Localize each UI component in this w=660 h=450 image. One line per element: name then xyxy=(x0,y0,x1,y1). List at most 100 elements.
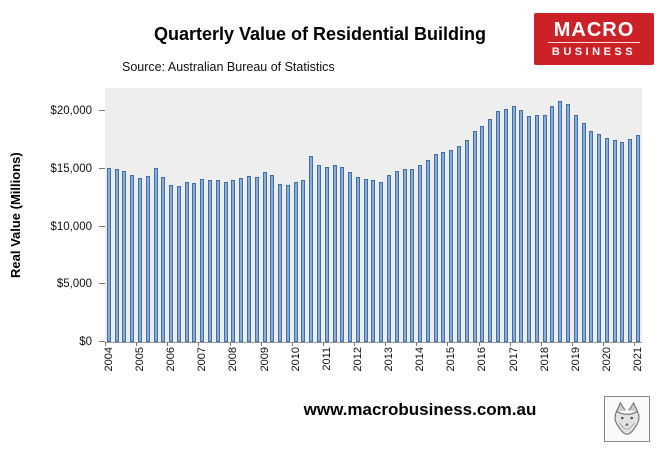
bar-slot xyxy=(152,88,160,342)
bar-slot xyxy=(611,88,619,342)
bar-slot xyxy=(198,88,206,342)
bar-slot xyxy=(175,88,183,342)
bar xyxy=(604,137,609,342)
bar-slot xyxy=(471,88,479,342)
x-tick-mark xyxy=(603,342,605,346)
bar xyxy=(278,183,283,342)
bar-slot xyxy=(455,88,463,342)
bar-slot xyxy=(230,88,238,342)
bar xyxy=(285,184,290,342)
x-tick-label: 2021 xyxy=(632,347,645,372)
bar xyxy=(355,176,360,342)
bar xyxy=(418,165,423,342)
y-tick-label: $15,000 xyxy=(50,162,92,175)
bar xyxy=(527,115,532,342)
x-tick-label: 2015 xyxy=(445,347,458,372)
bar xyxy=(550,106,555,342)
x-tick-mark xyxy=(291,342,293,346)
bar xyxy=(441,151,446,342)
bar-slot xyxy=(556,88,564,342)
x-tick-mark xyxy=(260,342,262,346)
bar xyxy=(340,166,345,342)
x-tick-label: 2004 xyxy=(102,347,115,372)
x-tick-label: 2020 xyxy=(600,347,613,372)
bar xyxy=(169,184,174,342)
x-tick-label: 2014 xyxy=(414,347,427,372)
bar xyxy=(293,181,298,342)
bar-slot xyxy=(144,88,152,342)
x-tick-mark xyxy=(540,342,542,346)
footer-website: www.macrobusiness.com.au xyxy=(303,400,537,419)
x-tick-mark xyxy=(509,342,511,346)
bar-slot xyxy=(377,88,385,342)
x-tick-label: 2011 xyxy=(320,347,333,371)
bar-slot xyxy=(572,88,580,342)
bar-slot xyxy=(128,88,136,342)
bar xyxy=(457,145,462,342)
bar xyxy=(425,159,430,342)
bar xyxy=(472,130,477,342)
bar xyxy=(130,174,135,342)
wolf-logo xyxy=(604,396,650,442)
bar-slot xyxy=(502,88,510,342)
bar xyxy=(161,176,166,342)
x-tick-mark xyxy=(136,342,138,346)
bar xyxy=(122,171,127,342)
x-tick-label: 2010 xyxy=(289,347,302,372)
bar-slot xyxy=(136,88,144,342)
bar xyxy=(433,153,438,342)
x-tick-mark xyxy=(634,342,636,346)
bar xyxy=(254,176,259,342)
chart-title: Quarterly Value of Residential Building xyxy=(153,24,487,44)
bar-slot xyxy=(261,88,269,342)
x-tick-label: 2007 xyxy=(196,347,209,372)
bar-slot xyxy=(276,88,284,342)
x-tick-label: 2017 xyxy=(507,347,520,372)
bar-slot xyxy=(237,88,245,342)
bar-slot xyxy=(300,88,308,342)
x-tick-mark xyxy=(229,342,231,346)
x-tick-mark xyxy=(478,342,480,346)
bar xyxy=(495,111,500,342)
x-tick-mark xyxy=(416,342,418,346)
bar xyxy=(519,109,524,342)
bar xyxy=(316,165,321,342)
x-labels: 2004 2005 2006 2007 2008 2009 2010 2011 2012 2013… xyxy=(102,342,645,385)
bar xyxy=(565,104,570,342)
bar-slot xyxy=(292,88,300,342)
bar xyxy=(581,122,586,342)
y-tick-mark xyxy=(99,225,105,227)
wolf-logo-icon xyxy=(614,401,640,435)
bar xyxy=(503,108,508,342)
bar-slot xyxy=(393,88,401,342)
y-tick-mark xyxy=(99,167,105,169)
bar-slot xyxy=(331,88,339,342)
bar-slot xyxy=(253,88,261,342)
bar-slot xyxy=(401,88,409,342)
bar xyxy=(324,166,329,342)
y-tick-label: $0 xyxy=(79,336,92,348)
bar-slot xyxy=(549,88,557,342)
bar xyxy=(449,150,454,342)
bar-slot xyxy=(424,88,432,342)
bar xyxy=(106,167,111,342)
bar-slot xyxy=(510,88,518,342)
y-tick-label: $20,000 xyxy=(50,105,92,118)
y-ticks: $0 $5,000 $10,000 $15,000 $20,000 xyxy=(36,88,105,348)
bar xyxy=(589,130,594,342)
x-tick-label: 2008 xyxy=(227,347,240,372)
bar-slot xyxy=(370,88,378,342)
bar xyxy=(480,126,485,342)
chart-source: Source: Australian Bureau of Statistics xyxy=(122,60,335,74)
x-tick-mark xyxy=(167,342,169,346)
bar-slot xyxy=(105,88,113,342)
bar xyxy=(573,114,578,342)
bar xyxy=(184,181,189,342)
bar xyxy=(410,168,415,342)
bar-slot xyxy=(338,88,346,342)
bar-slot xyxy=(494,88,502,342)
bar-slot xyxy=(284,88,292,342)
bar-slot xyxy=(432,88,440,342)
bar-slot xyxy=(268,88,276,342)
bar-slot xyxy=(121,88,129,342)
